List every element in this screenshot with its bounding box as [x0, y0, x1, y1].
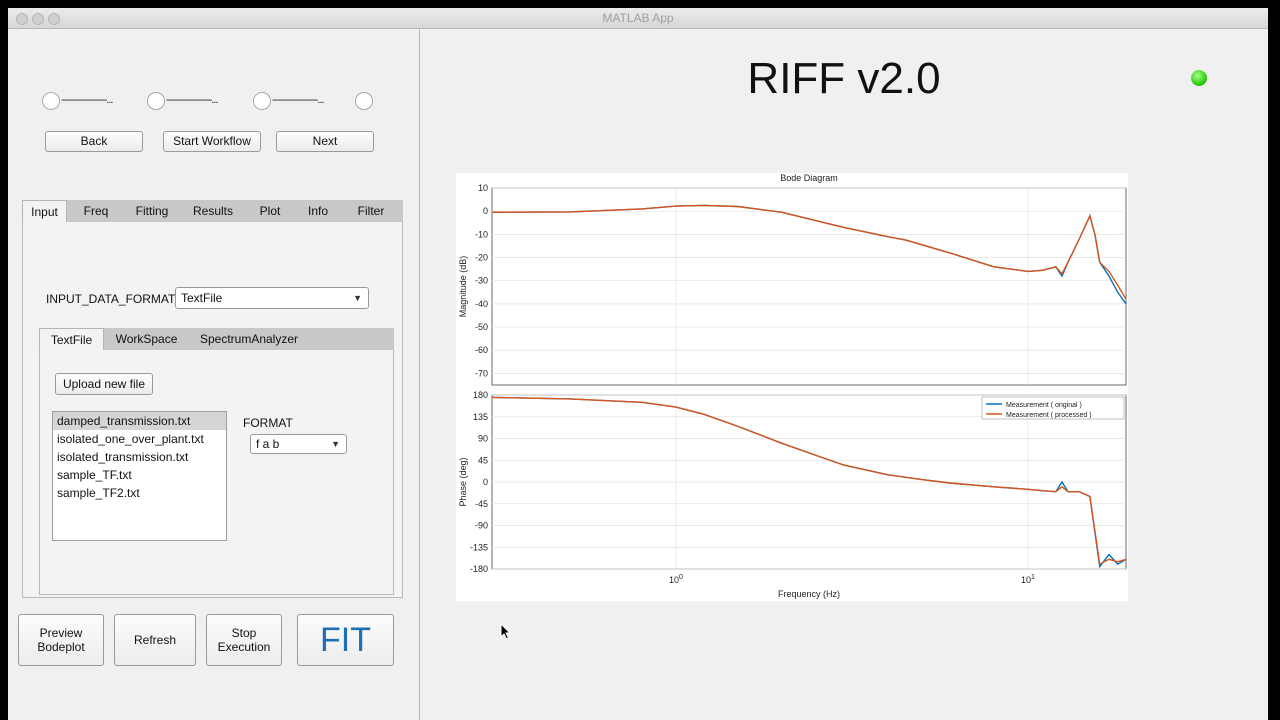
workflow-connector-1: -----------------...	[61, 94, 113, 106]
file-format-value: f a b	[256, 437, 280, 451]
chevron-down-icon: ▼	[331, 439, 340, 449]
phase-series-processed	[491, 396, 1127, 566]
workflow-step-2	[147, 92, 165, 110]
upload-new-file-button[interactable]: Upload new file	[55, 373, 153, 395]
file-format-select[interactable]: f a b ▼	[250, 434, 347, 454]
workflow-step-1	[42, 92, 60, 110]
chevron-down-icon: ▼	[353, 293, 362, 303]
status-led-icon	[1191, 70, 1207, 86]
bode-chart-svg: Bode Diagram100-10-20-30-40-50-60-70Magn…	[458, 173, 1127, 599]
phase-ytick-label: -180	[470, 564, 488, 574]
magnitude-ytick-label: -10	[475, 229, 488, 239]
app-window: MATLAB App -----------------... --------…	[8, 8, 1268, 720]
input-data-format-label: INPUT_DATA_FORMAT	[46, 292, 176, 306]
main-tab-bar: Input Freq Fitting Results Plot Info Fil…	[22, 200, 403, 222]
tab-fitting[interactable]: Fitting	[135, 204, 169, 218]
file-format-label: FORMAT	[243, 416, 293, 430]
phase-ytick-label: -135	[470, 542, 488, 552]
phase-ytick-label: 90	[478, 434, 488, 444]
tab-plot[interactable]: Plot	[259, 204, 281, 218]
left-panel: -----------------... -----------------..…	[8, 29, 420, 720]
magnitude-ytick-label: -30	[475, 276, 488, 286]
legend-entry: Measurement ( original )	[1006, 402, 1082, 409]
stop-label-line1: Stop	[231, 626, 257, 640]
magnitude-ytick-label: 10	[478, 183, 488, 193]
file-listbox[interactable]: damped_transmission.txt isolated_one_ove…	[52, 411, 227, 541]
subtab-spectrumanalyzer[interactable]: SpectrumAnalyzer	[199, 332, 299, 346]
magnitude-ytick-label: -50	[475, 322, 488, 332]
subtab-workspace[interactable]: WorkSpace	[115, 332, 178, 346]
magnitude-ytick-label: -60	[475, 345, 488, 355]
phase-ytick-label: 0	[483, 477, 488, 487]
window-title: MATLAB App	[602, 11, 674, 25]
magnitude-ytick-label: -70	[475, 368, 488, 378]
chart-xlabel: Frequency (Hz)	[778, 589, 840, 599]
phase-ytick-label: -90	[475, 521, 488, 531]
tab-results[interactable]: Results	[192, 204, 233, 218]
tab-info[interactable]: Info	[307, 204, 328, 218]
input-data-format-value: TextFile	[181, 291, 223, 305]
xtick-label: 101	[1021, 574, 1035, 585]
legend-box	[981, 396, 1125, 420]
tab-filter[interactable]: Filter	[357, 204, 385, 218]
bode-plot: Bode Diagram 10 0 -10 -20 -30 -40 -50 -60 -70 Magn…	[456, 173, 1128, 601]
title-bar: MATLAB App	[8, 8, 1268, 29]
list-item[interactable]: sample_TF2.txt	[57, 486, 140, 500]
phase-ytick-label: 135	[473, 412, 488, 422]
workflow-connector-2: -----------------...	[166, 94, 218, 106]
preview-label-line2: Bodeplot	[37, 640, 85, 654]
phase-ylabel: Phase (deg)	[458, 457, 468, 506]
magnitude-ytick-label: 0	[483, 206, 488, 216]
magnitude-axes-box	[491, 187, 1127, 386]
magnitude-ytick-label: -40	[475, 299, 488, 309]
workflow-step-4	[355, 92, 373, 110]
xtick-label: 100	[669, 574, 683, 585]
workflow-step-3	[253, 92, 271, 110]
magnitude-series-processed	[491, 204, 1127, 300]
phase-ytick-label: 180	[473, 390, 488, 400]
close-window-icon[interactable]	[16, 13, 28, 25]
refresh-button[interactable]: Refresh	[114, 614, 196, 666]
stop-label-line2: Execution	[217, 640, 271, 654]
maximize-window-icon[interactable]	[48, 13, 60, 25]
input-data-format-select[interactable]: TextFile ▼	[175, 287, 369, 309]
workflow-connector-3: -----------------...	[272, 94, 324, 106]
list-item[interactable]: damped_transmission.txt	[53, 412, 226, 430]
legend-entry: Measurement ( processed )	[1006, 412, 1092, 419]
sub-tab-bar: TextFile WorkSpace SpectrumAnalyzer	[39, 328, 394, 350]
back-button[interactable]: Back	[45, 131, 143, 152]
preview-label-line1: Preview	[39, 626, 83, 640]
phase-ytick-label: -45	[475, 499, 488, 509]
phase-ytick-label: 45	[478, 455, 488, 465]
tab-freq[interactable]: Freq	[83, 204, 109, 218]
app-title: RIFF v2.0	[747, 54, 941, 103]
minimize-window-icon[interactable]	[32, 13, 44, 25]
chart-title: Bode Diagram	[780, 173, 838, 183]
next-button[interactable]: Next	[276, 131, 374, 152]
list-item[interactable]: isolated_one_over_plant.txt	[57, 432, 204, 446]
mouse-cursor-icon	[500, 623, 512, 640]
list-item[interactable]: isolated_transmission.txt	[57, 450, 189, 464]
preview-bodeplot-button[interactable]: Preview Bodeplot	[18, 614, 104, 666]
magnitude-ytick-label: -20	[475, 253, 488, 263]
magnitude-ylabel: Magnitude (dB)	[458, 256, 468, 318]
fit-button[interactable]: FIT	[297, 614, 394, 666]
subtab-textfile[interactable]: TextFile	[39, 328, 104, 350]
stop-execution-button[interactable]: Stop Execution	[206, 614, 282, 666]
start-workflow-button[interactable]: Start Workflow	[163, 131, 261, 152]
tab-input[interactable]: Input	[22, 200, 67, 222]
list-item[interactable]: sample_TF.txt	[57, 468, 132, 482]
